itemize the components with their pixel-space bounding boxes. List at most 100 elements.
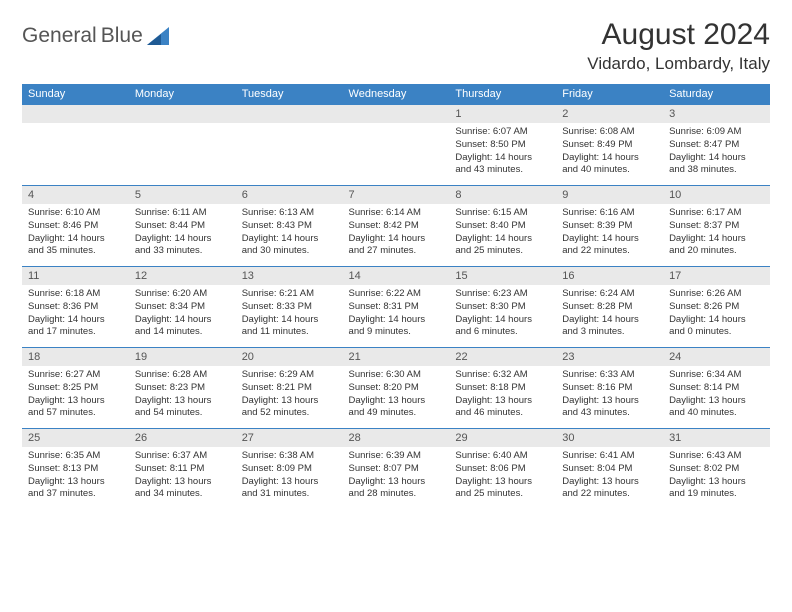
day-number: 25	[22, 429, 129, 447]
daylight: Daylight: 14 hours and 17 minutes.	[28, 314, 123, 340]
day-number: 8	[449, 186, 556, 204]
day-body: Sunrise: 6:21 AMSunset: 8:33 PMDaylight:…	[236, 285, 343, 347]
sunrise: Sunrise: 6:13 AM	[242, 207, 337, 220]
calendar-table: Sunday Monday Tuesday Wednesday Thursday…	[22, 84, 770, 509]
dow-row: Sunday Monday Tuesday Wednesday Thursday…	[22, 84, 770, 105]
day-body: Sunrise: 6:08 AMSunset: 8:49 PMDaylight:…	[556, 123, 663, 185]
daylight: Daylight: 13 hours and 19 minutes.	[669, 476, 764, 502]
logo-text-blue: Blue	[101, 24, 143, 48]
day-cell: 20Sunrise: 6:29 AMSunset: 8:21 PMDayligh…	[236, 348, 343, 429]
day-cell	[343, 105, 450, 186]
day-body: Sunrise: 6:11 AMSunset: 8:44 PMDaylight:…	[129, 204, 236, 266]
day-body: Sunrise: 6:38 AMSunset: 8:09 PMDaylight:…	[236, 447, 343, 509]
daylight: Daylight: 13 hours and 22 minutes.	[562, 476, 657, 502]
daylight: Daylight: 13 hours and 31 minutes.	[242, 476, 337, 502]
day-cell: 21Sunrise: 6:30 AMSunset: 8:20 PMDayligh…	[343, 348, 450, 429]
dow-thursday: Thursday	[449, 84, 556, 105]
daylight: Daylight: 14 hours and 20 minutes.	[669, 233, 764, 259]
day-cell: 14Sunrise: 6:22 AMSunset: 8:31 PMDayligh…	[343, 267, 450, 348]
daylight: Daylight: 14 hours and 33 minutes.	[135, 233, 230, 259]
dow-sunday: Sunday	[22, 84, 129, 105]
sunset: Sunset: 8:26 PM	[669, 301, 764, 314]
day-number: 26	[129, 429, 236, 447]
day-number: 11	[22, 267, 129, 285]
sunrise: Sunrise: 6:22 AM	[349, 288, 444, 301]
day-cell: 3Sunrise: 6:09 AMSunset: 8:47 PMDaylight…	[663, 105, 770, 186]
sunrise: Sunrise: 6:11 AM	[135, 207, 230, 220]
day-cell: 18Sunrise: 6:27 AMSunset: 8:25 PMDayligh…	[22, 348, 129, 429]
day-cell: 19Sunrise: 6:28 AMSunset: 8:23 PMDayligh…	[129, 348, 236, 429]
sunrise: Sunrise: 6:41 AM	[562, 450, 657, 463]
day-cell: 7Sunrise: 6:14 AMSunset: 8:42 PMDaylight…	[343, 186, 450, 267]
day-body: Sunrise: 6:20 AMSunset: 8:34 PMDaylight:…	[129, 285, 236, 347]
sunset: Sunset: 8:28 PM	[562, 301, 657, 314]
sunrise: Sunrise: 6:10 AM	[28, 207, 123, 220]
sunrise: Sunrise: 6:32 AM	[455, 369, 550, 382]
sunrise: Sunrise: 6:37 AM	[135, 450, 230, 463]
day-cell: 25Sunrise: 6:35 AMSunset: 8:13 PMDayligh…	[22, 429, 129, 510]
daylight: Daylight: 13 hours and 43 minutes.	[562, 395, 657, 421]
day-cell	[22, 105, 129, 186]
day-body: Sunrise: 6:14 AMSunset: 8:42 PMDaylight:…	[343, 204, 450, 266]
day-cell: 6Sunrise: 6:13 AMSunset: 8:43 PMDaylight…	[236, 186, 343, 267]
day-body: Sunrise: 6:15 AMSunset: 8:40 PMDaylight:…	[449, 204, 556, 266]
sunrise: Sunrise: 6:20 AM	[135, 288, 230, 301]
sunset: Sunset: 8:14 PM	[669, 382, 764, 395]
sunset: Sunset: 8:42 PM	[349, 220, 444, 233]
day-body	[22, 123, 129, 185]
sunset: Sunset: 8:25 PM	[28, 382, 123, 395]
daylight: Daylight: 14 hours and 38 minutes.	[669, 152, 764, 178]
sunrise: Sunrise: 6:15 AM	[455, 207, 550, 220]
sunrise: Sunrise: 6:33 AM	[562, 369, 657, 382]
day-number	[343, 105, 450, 123]
sunset: Sunset: 8:50 PM	[455, 139, 550, 152]
day-body: Sunrise: 6:24 AMSunset: 8:28 PMDaylight:…	[556, 285, 663, 347]
day-body: Sunrise: 6:41 AMSunset: 8:04 PMDaylight:…	[556, 447, 663, 509]
daylight: Daylight: 14 hours and 35 minutes.	[28, 233, 123, 259]
day-body	[236, 123, 343, 185]
daylight: Daylight: 14 hours and 40 minutes.	[562, 152, 657, 178]
daylight: Daylight: 14 hours and 22 minutes.	[562, 233, 657, 259]
logo-text-general: General	[22, 24, 97, 48]
day-body: Sunrise: 6:23 AMSunset: 8:30 PMDaylight:…	[449, 285, 556, 347]
day-cell: 1Sunrise: 6:07 AMSunset: 8:50 PMDaylight…	[449, 105, 556, 186]
day-cell: 17Sunrise: 6:26 AMSunset: 8:26 PMDayligh…	[663, 267, 770, 348]
day-number: 3	[663, 105, 770, 123]
day-number: 2	[556, 105, 663, 123]
sunset: Sunset: 8:07 PM	[349, 463, 444, 476]
dow-saturday: Saturday	[663, 84, 770, 105]
daylight: Daylight: 14 hours and 11 minutes.	[242, 314, 337, 340]
day-cell: 30Sunrise: 6:41 AMSunset: 8:04 PMDayligh…	[556, 429, 663, 510]
sunset: Sunset: 8:47 PM	[669, 139, 764, 152]
sunrise: Sunrise: 6:23 AM	[455, 288, 550, 301]
location: Vidardo, Lombardy, Italy	[587, 54, 770, 74]
day-cell: 24Sunrise: 6:34 AMSunset: 8:14 PMDayligh…	[663, 348, 770, 429]
day-body: Sunrise: 6:09 AMSunset: 8:47 PMDaylight:…	[663, 123, 770, 185]
sunset: Sunset: 8:13 PM	[28, 463, 123, 476]
day-body: Sunrise: 6:35 AMSunset: 8:13 PMDaylight:…	[22, 447, 129, 509]
day-number: 22	[449, 348, 556, 366]
sunset: Sunset: 8:09 PM	[242, 463, 337, 476]
sunset: Sunset: 8:44 PM	[135, 220, 230, 233]
day-body: Sunrise: 6:22 AMSunset: 8:31 PMDaylight:…	[343, 285, 450, 347]
day-cell: 11Sunrise: 6:18 AMSunset: 8:36 PMDayligh…	[22, 267, 129, 348]
daylight: Daylight: 13 hours and 28 minutes.	[349, 476, 444, 502]
day-body: Sunrise: 6:39 AMSunset: 8:07 PMDaylight:…	[343, 447, 450, 509]
day-cell: 16Sunrise: 6:24 AMSunset: 8:28 PMDayligh…	[556, 267, 663, 348]
day-number: 10	[663, 186, 770, 204]
day-number: 30	[556, 429, 663, 447]
day-number	[129, 105, 236, 123]
day-number: 6	[236, 186, 343, 204]
day-number: 23	[556, 348, 663, 366]
sunrise: Sunrise: 6:08 AM	[562, 126, 657, 139]
dow-tuesday: Tuesday	[236, 84, 343, 105]
day-body: Sunrise: 6:33 AMSunset: 8:16 PMDaylight:…	[556, 366, 663, 428]
sunrise: Sunrise: 6:17 AM	[669, 207, 764, 220]
logo-triangle-icon	[147, 27, 169, 45]
week-row: 11Sunrise: 6:18 AMSunset: 8:36 PMDayligh…	[22, 267, 770, 348]
day-number: 21	[343, 348, 450, 366]
day-body: Sunrise: 6:34 AMSunset: 8:14 PMDaylight:…	[663, 366, 770, 428]
day-cell: 10Sunrise: 6:17 AMSunset: 8:37 PMDayligh…	[663, 186, 770, 267]
day-body: Sunrise: 6:43 AMSunset: 8:02 PMDaylight:…	[663, 447, 770, 509]
daylight: Daylight: 14 hours and 30 minutes.	[242, 233, 337, 259]
